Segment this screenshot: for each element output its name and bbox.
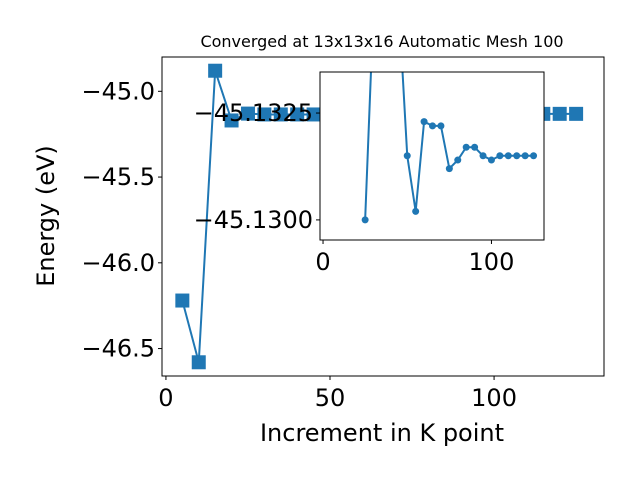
marker — [208, 63, 223, 78]
marker — [290, 107, 305, 122]
marker — [306, 107, 321, 122]
x-tick-label: 0 — [158, 384, 173, 412]
marker — [487, 156, 495, 164]
plot-content — [361, 72, 538, 224]
marker — [175, 293, 190, 308]
y-tick-label: −45.5 — [81, 163, 155, 191]
x-tick-label: 100 — [471, 384, 517, 412]
axes-frame — [161, 56, 605, 377]
x-tick-label: 50 — [315, 384, 346, 412]
marker — [412, 207, 420, 215]
marker — [224, 113, 239, 128]
marker — [521, 152, 529, 160]
x-tick-label: 0 — [315, 248, 330, 276]
marker — [361, 216, 369, 224]
marker — [437, 122, 445, 130]
marker — [569, 106, 584, 121]
marker — [240, 106, 255, 121]
marker — [513, 152, 521, 160]
x-tick-label: 100 — [469, 248, 515, 276]
marker — [462, 143, 470, 151]
y-tick-label: −45.1300 — [194, 206, 313, 234]
marker — [257, 107, 272, 122]
axes-frame — [319, 71, 545, 241]
marker — [471, 143, 479, 151]
marker — [191, 355, 206, 370]
marker — [420, 118, 428, 126]
y-tick-label: −46.0 — [81, 249, 155, 277]
marker — [530, 152, 538, 160]
marker — [445, 165, 453, 173]
x-axis-label: Increment in K point — [260, 419, 504, 447]
marker — [454, 156, 462, 164]
marker — [552, 106, 567, 121]
chart-title: Converged at 13x13x16 Automatic Mesh 100 — [200, 32, 563, 51]
y-tick-label: −46.5 — [81, 335, 155, 363]
y-tick-label: −45.1325 — [194, 99, 313, 127]
marker — [273, 107, 288, 122]
y-axis-label: Energy (eV) — [32, 145, 60, 287]
marker — [496, 152, 504, 160]
y-tick-label: −45.0 — [81, 77, 155, 105]
marker — [403, 152, 411, 160]
marker — [479, 152, 487, 160]
marker — [429, 122, 437, 130]
marker — [504, 152, 512, 160]
